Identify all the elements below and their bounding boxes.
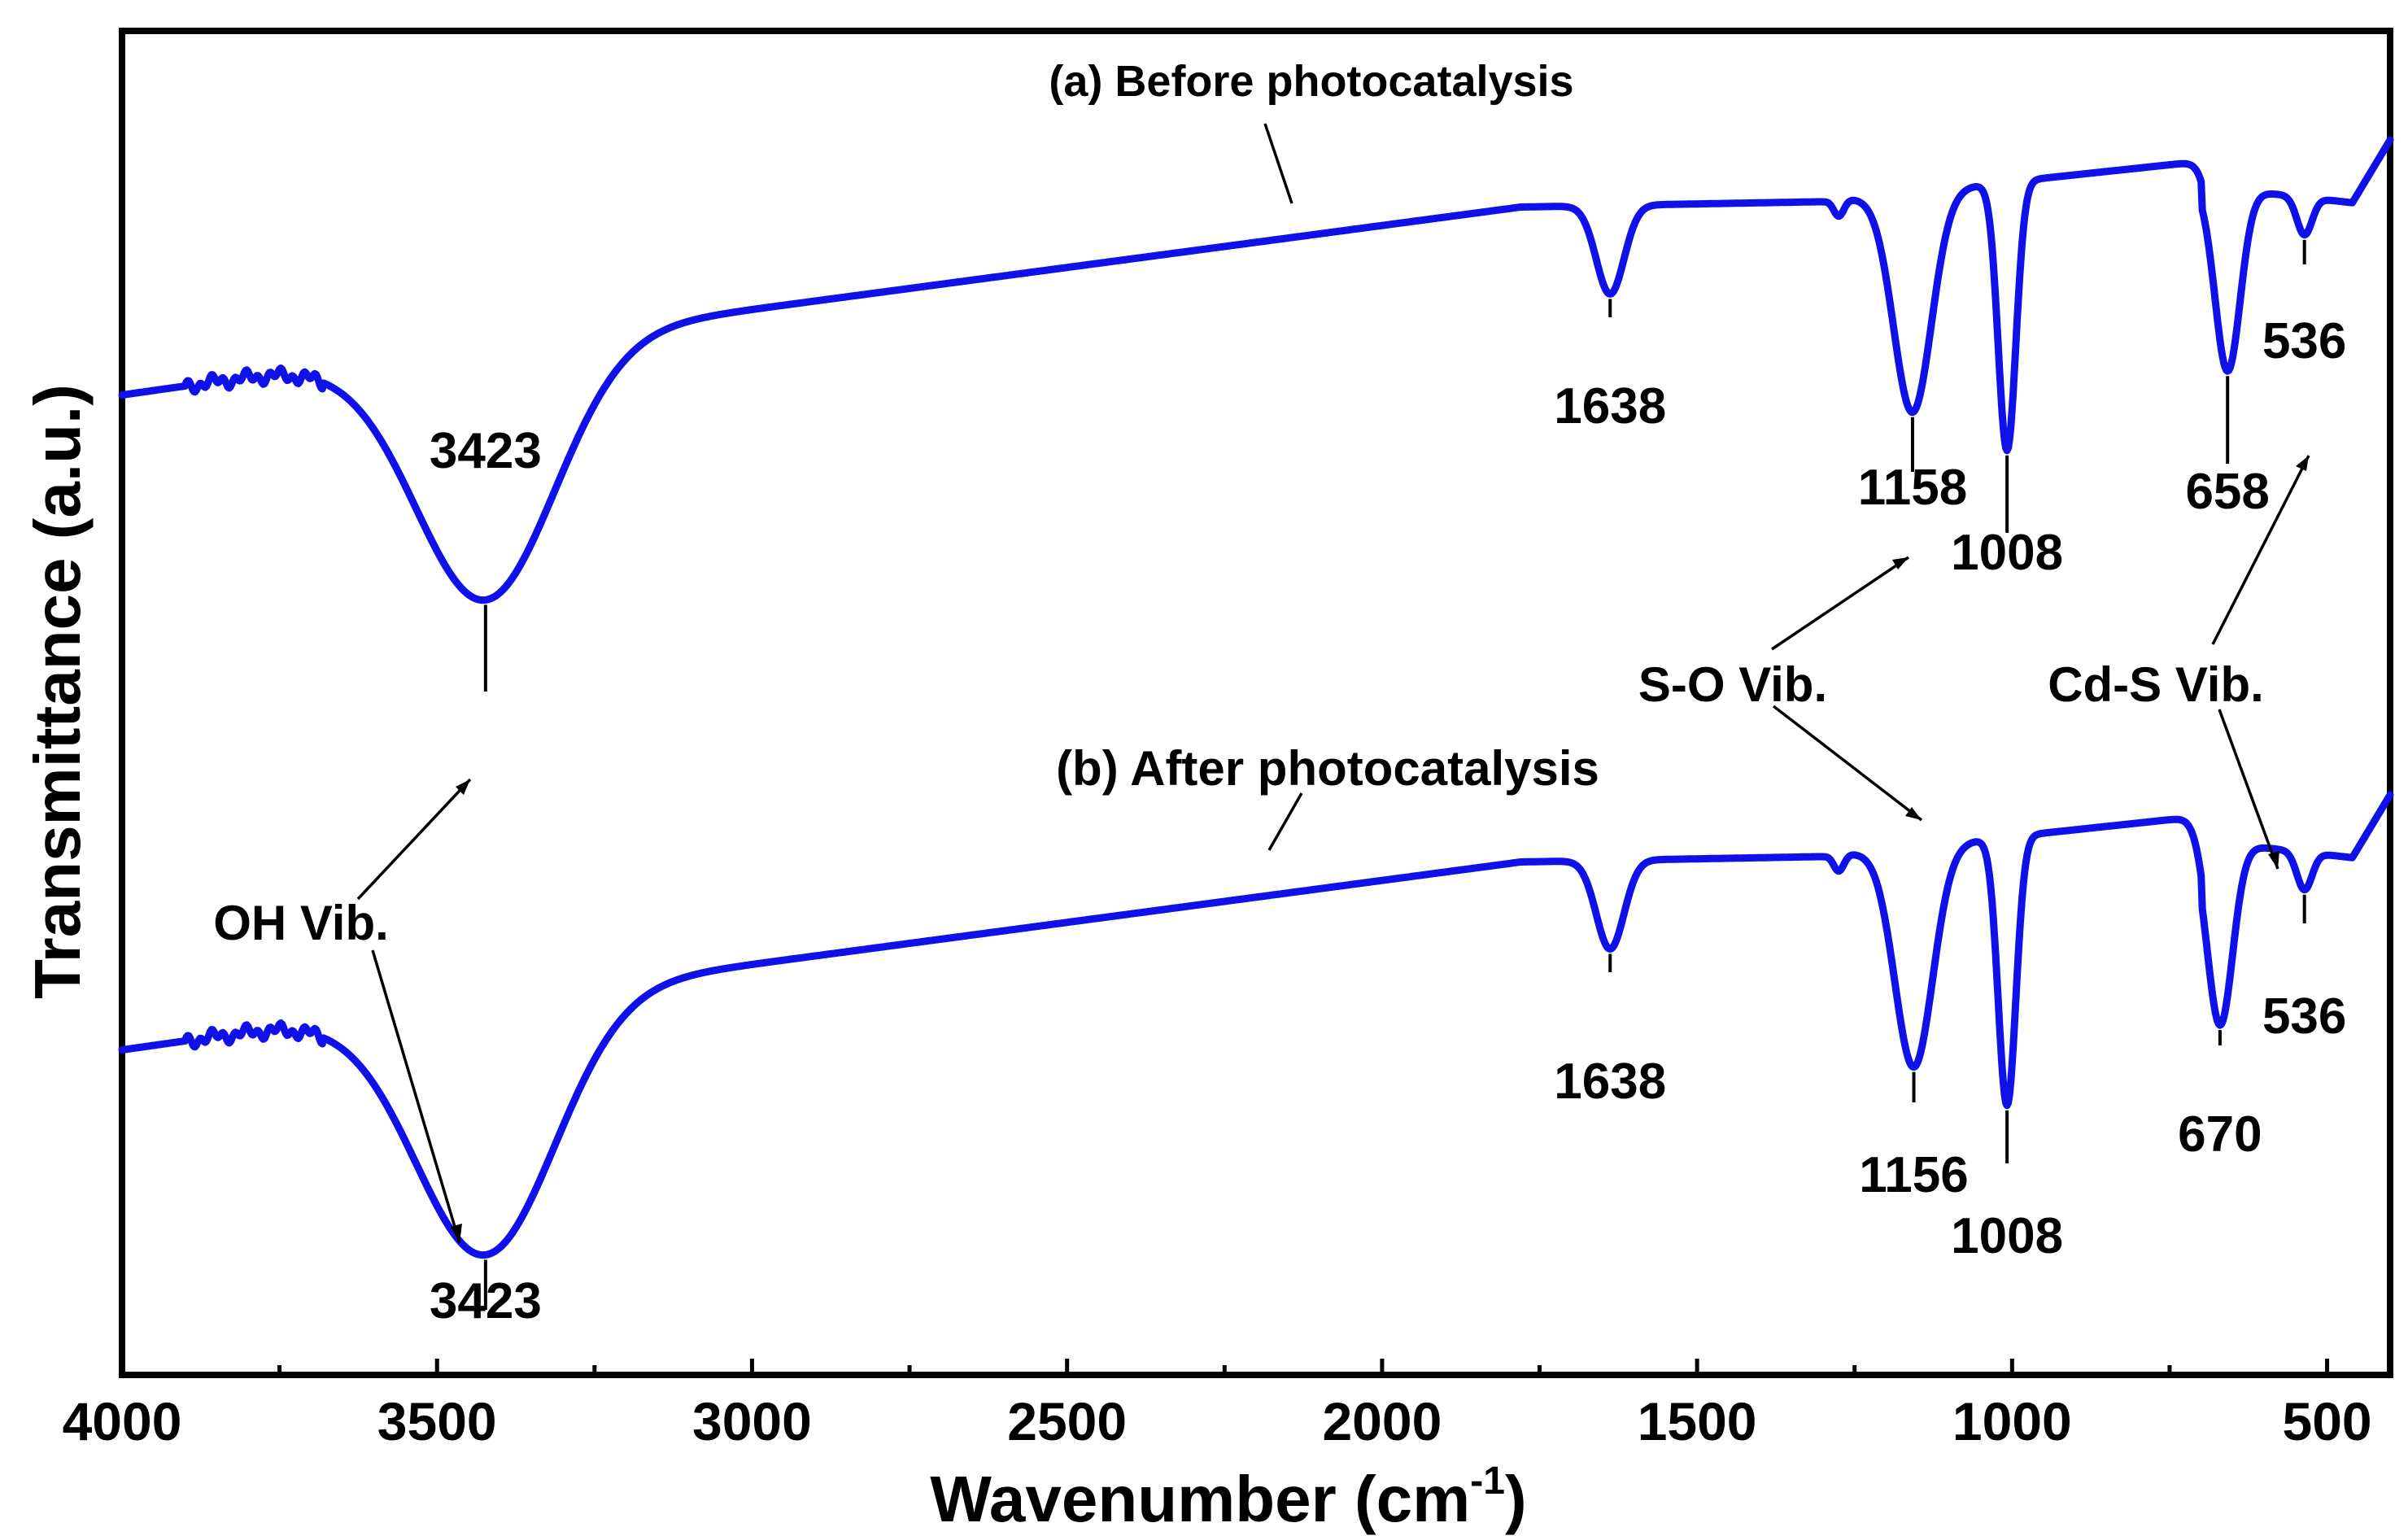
x-tick-label: 1000 <box>1952 1391 2072 1451</box>
peak-label: 1158 <box>1858 460 1968 516</box>
spectra <box>118 136 2394 1259</box>
oh-arrowhead-down <box>451 1224 462 1243</box>
x-tick-label: 1500 <box>1638 1391 1757 1451</box>
peak-label: 1156 <box>1859 1147 1969 1203</box>
series-a-pointer <box>1263 123 1293 204</box>
series-b-pointer <box>1267 792 1303 851</box>
peak-label: 670 <box>2178 1106 2262 1163</box>
series-b-label: (b) After photocatalysis <box>1056 741 1599 796</box>
peak-label: 1008 <box>1951 525 2063 581</box>
x-tick-label: 2500 <box>1007 1391 1127 1451</box>
x-tick-label: 3500 <box>377 1391 497 1451</box>
oh-arrow-up <box>356 778 472 901</box>
x-axis-tick-labels: 4000 3500 3000 2500 2000 1500 1000 500 <box>63 1391 2372 1451</box>
annotation-arrows <box>356 455 2310 1244</box>
peak-label: 536 <box>2262 988 2346 1045</box>
so-arrowhead-up <box>1892 557 1909 569</box>
peak-label: 1638 <box>1554 378 1666 434</box>
spectrum-line-after <box>118 791 2394 1259</box>
plot-frame <box>119 28 2393 1378</box>
peak-labels: 3423163811581008658536342316381156100867… <box>430 239 2346 1329</box>
cds-arrowhead-down <box>2268 851 2279 869</box>
oh-arrowhead-up <box>456 779 470 795</box>
so-arrow-up <box>1771 556 1909 651</box>
x-tick-label: 3000 <box>692 1391 812 1451</box>
x-axis-ticks <box>120 1359 2330 1375</box>
y-axis-label: Transmittance (a.u.) <box>21 384 94 999</box>
so-arrowhead-down <box>1905 807 1922 820</box>
x-axis-label: Wavenumber (cm-1) <box>930 1460 1526 1535</box>
x-tick-label: 2000 <box>1322 1391 1442 1451</box>
cds-arrow-up <box>2211 455 2310 645</box>
cds-vib-label: Cd-S Vib. <box>2048 657 2264 712</box>
x-tick-label: 4000 <box>63 1391 182 1451</box>
series-a-label: (a) Before photocatalysis <box>1049 57 1573 106</box>
peak-label: 3423 <box>430 1273 542 1329</box>
peak-label: 536 <box>2262 313 2346 369</box>
peak-label: 1638 <box>1554 1054 1666 1110</box>
so-arrow-down <box>1772 705 1923 822</box>
oh-arrow-down <box>371 949 461 1244</box>
cds-arrowhead-up <box>2296 456 2309 471</box>
spectrum-line-before <box>118 136 2394 604</box>
oh-vib-label: OH Vib. <box>213 896 389 950</box>
x-tick-label: 500 <box>2282 1391 2371 1451</box>
cds-arrow-down <box>2218 709 2279 870</box>
so-vib-label: S-O Vib. <box>1638 657 1827 712</box>
peak-label: 1008 <box>1951 1208 2063 1264</box>
peak-label: 658 <box>2185 464 2269 520</box>
peak-label: 3423 <box>430 423 542 479</box>
